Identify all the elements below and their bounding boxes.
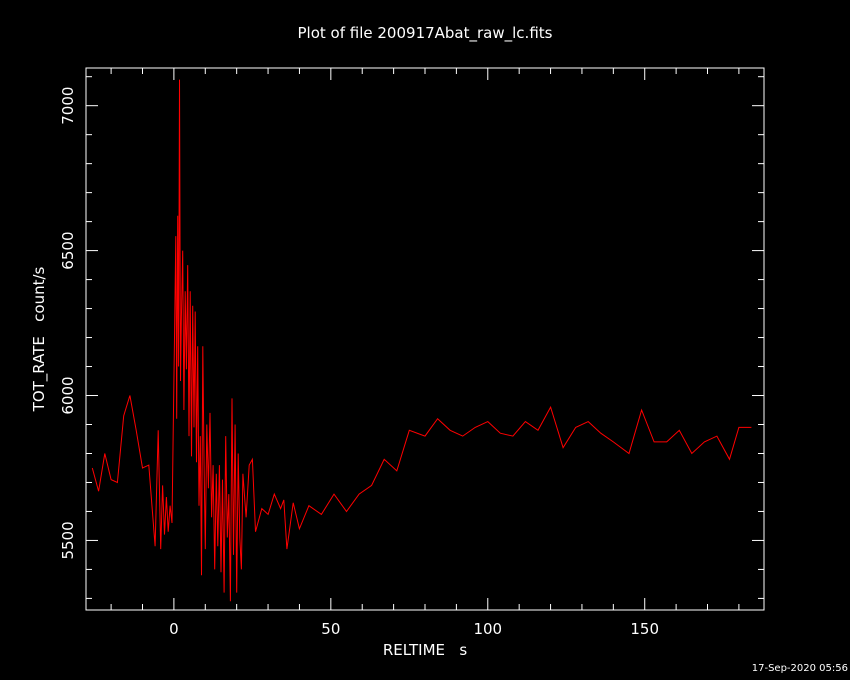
plot-frame <box>85 67 765 611</box>
axis-ticks <box>86 68 764 610</box>
y-tick-label: 7000 <box>59 87 77 125</box>
y-tick-label: 6000 <box>59 376 77 414</box>
x-tick-label: 100 <box>473 620 502 638</box>
timestamp: 17-Sep-2020 05:56 <box>752 663 848 674</box>
y-tick-label: 6500 <box>59 232 77 270</box>
x-tick-label: 150 <box>630 620 659 638</box>
x-tick-label: 50 <box>321 620 340 638</box>
x-tick-labels: 0 50 100 150 <box>169 620 659 638</box>
x-axis-label: RELTIME s <box>383 641 468 659</box>
y-tick-labels: 5500 6000 6500 7000 <box>59 87 77 560</box>
y-tick-label: 5500 <box>59 521 77 559</box>
series-line <box>91 79 752 602</box>
x-tick-label: 0 <box>169 620 179 638</box>
y-axis-label: TOT_RATE count/s <box>30 266 49 412</box>
chart-title: Plot of file 200917Abat_raw_lc.fits <box>298 24 553 43</box>
